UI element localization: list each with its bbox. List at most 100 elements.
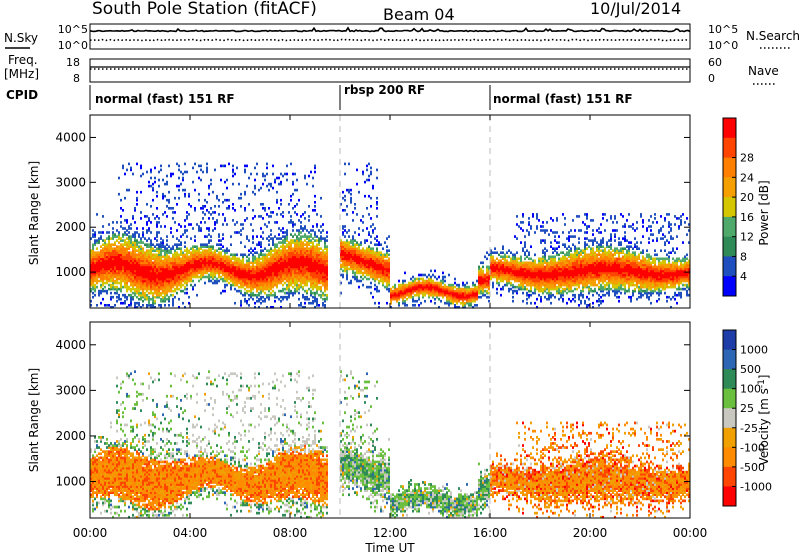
power-cell xyxy=(226,207,228,210)
power-cell xyxy=(314,285,316,289)
power-cell xyxy=(154,289,156,293)
power-cell xyxy=(324,277,326,281)
power-cell xyxy=(270,271,272,275)
power-cell xyxy=(422,283,424,287)
power-cell xyxy=(278,273,280,277)
power-cell xyxy=(90,267,92,271)
power-cell xyxy=(270,291,272,295)
power-cell xyxy=(140,263,142,267)
power-cell xyxy=(178,269,180,273)
power-cell xyxy=(182,289,184,293)
power-cell xyxy=(462,289,464,293)
power-cell xyxy=(226,247,228,250)
power-cell xyxy=(346,213,348,216)
power-cell xyxy=(282,275,284,279)
power-cell xyxy=(208,184,210,188)
power-cell xyxy=(168,259,170,263)
power-cell xyxy=(206,255,208,259)
power-cell xyxy=(542,251,544,254)
power-cell xyxy=(278,275,280,279)
power-cell xyxy=(156,223,158,226)
power-cell xyxy=(160,241,162,244)
power-cell xyxy=(276,257,278,261)
power-cell xyxy=(220,251,222,254)
power-cell xyxy=(544,281,546,285)
power-cell xyxy=(292,225,294,228)
power-cell xyxy=(380,255,382,259)
power-cell xyxy=(92,253,94,257)
power-cell xyxy=(292,293,294,297)
power-cell xyxy=(176,259,178,263)
power-cell xyxy=(104,241,106,244)
power-cell xyxy=(136,249,138,252)
power-cell xyxy=(554,239,556,242)
power-cell xyxy=(238,257,240,261)
power-cell xyxy=(210,255,212,259)
power-cell xyxy=(164,285,166,289)
power-cell xyxy=(510,259,512,263)
power-cell xyxy=(372,251,374,254)
power-cell xyxy=(244,281,246,285)
power-cell xyxy=(306,269,308,273)
power-cell xyxy=(266,172,268,176)
power-cell xyxy=(408,283,410,287)
power-cell xyxy=(190,263,192,267)
power-cell xyxy=(262,265,264,269)
power-cell xyxy=(194,269,196,273)
power-cell xyxy=(480,285,482,289)
power-cell xyxy=(108,283,110,287)
power-cell xyxy=(166,277,168,281)
power-cell xyxy=(130,235,132,238)
power-cell xyxy=(532,263,534,267)
power-cell xyxy=(218,213,220,216)
power-cell xyxy=(418,293,420,297)
power-cell xyxy=(172,301,174,305)
power-cell xyxy=(294,283,296,287)
power-cell xyxy=(94,231,96,234)
power-cell xyxy=(350,263,352,267)
power-cell xyxy=(324,251,326,254)
power-cell xyxy=(254,269,256,273)
power-cell xyxy=(380,261,382,265)
power-cell xyxy=(134,271,136,275)
power-cell xyxy=(282,241,284,244)
power-cell xyxy=(366,259,368,263)
power-cell xyxy=(456,295,458,299)
power-cell xyxy=(156,293,158,297)
power-cell xyxy=(124,283,126,287)
power-cell xyxy=(318,241,320,244)
power-cell xyxy=(140,247,142,250)
power-cell xyxy=(140,283,142,287)
power-cell xyxy=(554,285,556,289)
power-cell xyxy=(298,249,300,252)
power-cell xyxy=(168,198,170,202)
power-cell xyxy=(270,261,272,265)
power-cell xyxy=(366,271,368,275)
power-cell xyxy=(376,289,378,293)
power-cell xyxy=(186,277,188,281)
power-cell xyxy=(382,283,384,287)
power-cell xyxy=(536,306,538,309)
power-cell xyxy=(110,277,112,281)
power-cell xyxy=(506,267,508,271)
power-cell xyxy=(248,279,250,283)
power-cell xyxy=(188,269,190,273)
power-cell xyxy=(162,281,164,285)
power-cell xyxy=(120,251,122,254)
power-cell xyxy=(144,263,146,267)
power-cell xyxy=(532,265,534,269)
power-cell xyxy=(158,255,160,259)
power-cell xyxy=(554,231,556,234)
power-cell xyxy=(112,227,114,230)
power-cell xyxy=(148,259,150,263)
power-cell xyxy=(94,265,96,269)
power-cell xyxy=(318,267,320,271)
power-cell xyxy=(544,259,546,263)
power-cell xyxy=(454,289,456,293)
power-cell xyxy=(118,269,120,273)
power-cell xyxy=(320,293,322,297)
power-cell xyxy=(218,243,220,246)
power-cell xyxy=(116,281,118,285)
power-cell xyxy=(282,247,284,250)
power-cell xyxy=(480,271,482,275)
